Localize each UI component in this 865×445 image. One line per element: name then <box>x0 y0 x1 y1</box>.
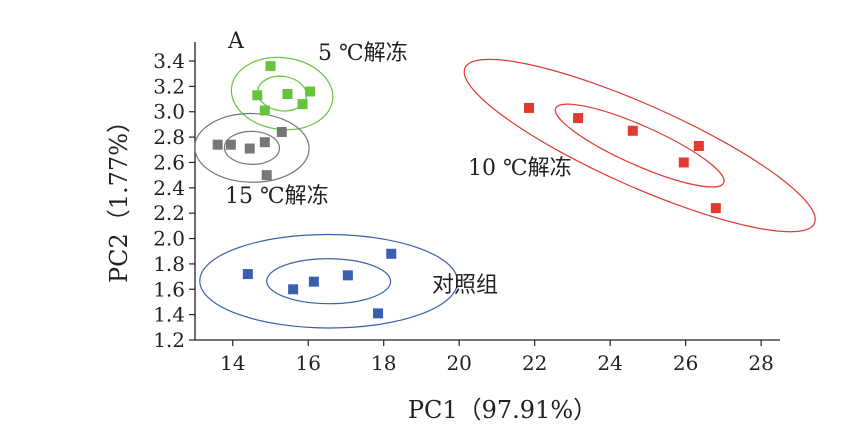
data-points <box>212 61 721 319</box>
y-tick-label: 1.4 <box>153 303 185 327</box>
y-tick-label: 2.8 <box>153 125 185 149</box>
y-axis-title: PC2（1.77%） <box>105 109 133 283</box>
data-point <box>573 113 584 124</box>
axes: 14 16 18 20 22 24 26 28 1.21.41.61.82.02.22.42.6… <box>153 42 780 375</box>
data-point <box>288 284 299 295</box>
y-tick-label: 2.4 <box>153 176 185 200</box>
group-label-10c: 10 ℃解冻 <box>468 156 572 181</box>
y-tick-label: 2.0 <box>153 227 185 251</box>
outer-confidence-ellipse <box>463 58 816 233</box>
data-point <box>265 61 276 72</box>
data-point <box>308 276 319 287</box>
chart-labels: A PC1（97.91%） PC2（1.77%） 5 ℃解冻 15 ℃解冻 10… <box>105 29 597 424</box>
data-point <box>282 88 293 99</box>
group-label-5c: 5 ℃解冻 <box>318 41 408 66</box>
y-tick-label: 1.2 <box>153 328 185 352</box>
data-point <box>678 157 689 168</box>
outer-confidence-ellipse <box>194 112 310 183</box>
data-point <box>244 143 255 154</box>
data-point <box>710 203 721 214</box>
data-point <box>297 99 308 110</box>
data-point <box>276 127 287 138</box>
x-tick-label: 14 <box>220 351 245 375</box>
x-axis-title: PC1（97.91%） <box>408 396 597 424</box>
panel-label: A <box>227 29 245 54</box>
y-tick-label: 3.2 <box>153 74 185 98</box>
y-tick-label: 3.0 <box>153 100 185 124</box>
y-tick-label: 2.2 <box>153 201 185 225</box>
x-tick-label: 18 <box>371 351 396 375</box>
group-label-control: 对照组 <box>432 273 498 298</box>
x-tick-label: 24 <box>597 351 622 375</box>
data-point <box>693 140 704 151</box>
data-point <box>252 90 263 101</box>
y-tick-label: 3.4 <box>153 49 185 73</box>
data-point <box>524 102 535 113</box>
data-point <box>259 137 270 148</box>
data-point <box>627 125 638 136</box>
data-point <box>259 105 270 116</box>
data-point <box>261 170 272 181</box>
x-tick-label: 16 <box>295 351 320 375</box>
y-tick-label: 1.6 <box>153 277 185 301</box>
y-tick-label: 1.8 <box>153 252 185 276</box>
data-point <box>373 308 384 319</box>
data-point <box>305 86 316 97</box>
data-point <box>225 139 236 150</box>
outer-confidence-ellipse <box>199 233 459 329</box>
data-point <box>342 270 353 281</box>
x-tick-label: 26 <box>673 351 698 375</box>
data-point <box>212 139 223 150</box>
inner-confidence-ellipse <box>554 103 725 188</box>
inner-confidence-ellipse <box>223 130 281 166</box>
x-tick-label: 22 <box>522 351 547 375</box>
x-tick-label: 28 <box>748 351 773 375</box>
inner-confidence-ellipse <box>266 258 392 305</box>
group-label-15c: 15 ℃解冻 <box>225 184 329 209</box>
x-tick-label: 20 <box>446 351 471 375</box>
data-point <box>386 248 397 259</box>
data-point <box>242 269 253 280</box>
y-tick-label: 2.6 <box>153 150 185 174</box>
